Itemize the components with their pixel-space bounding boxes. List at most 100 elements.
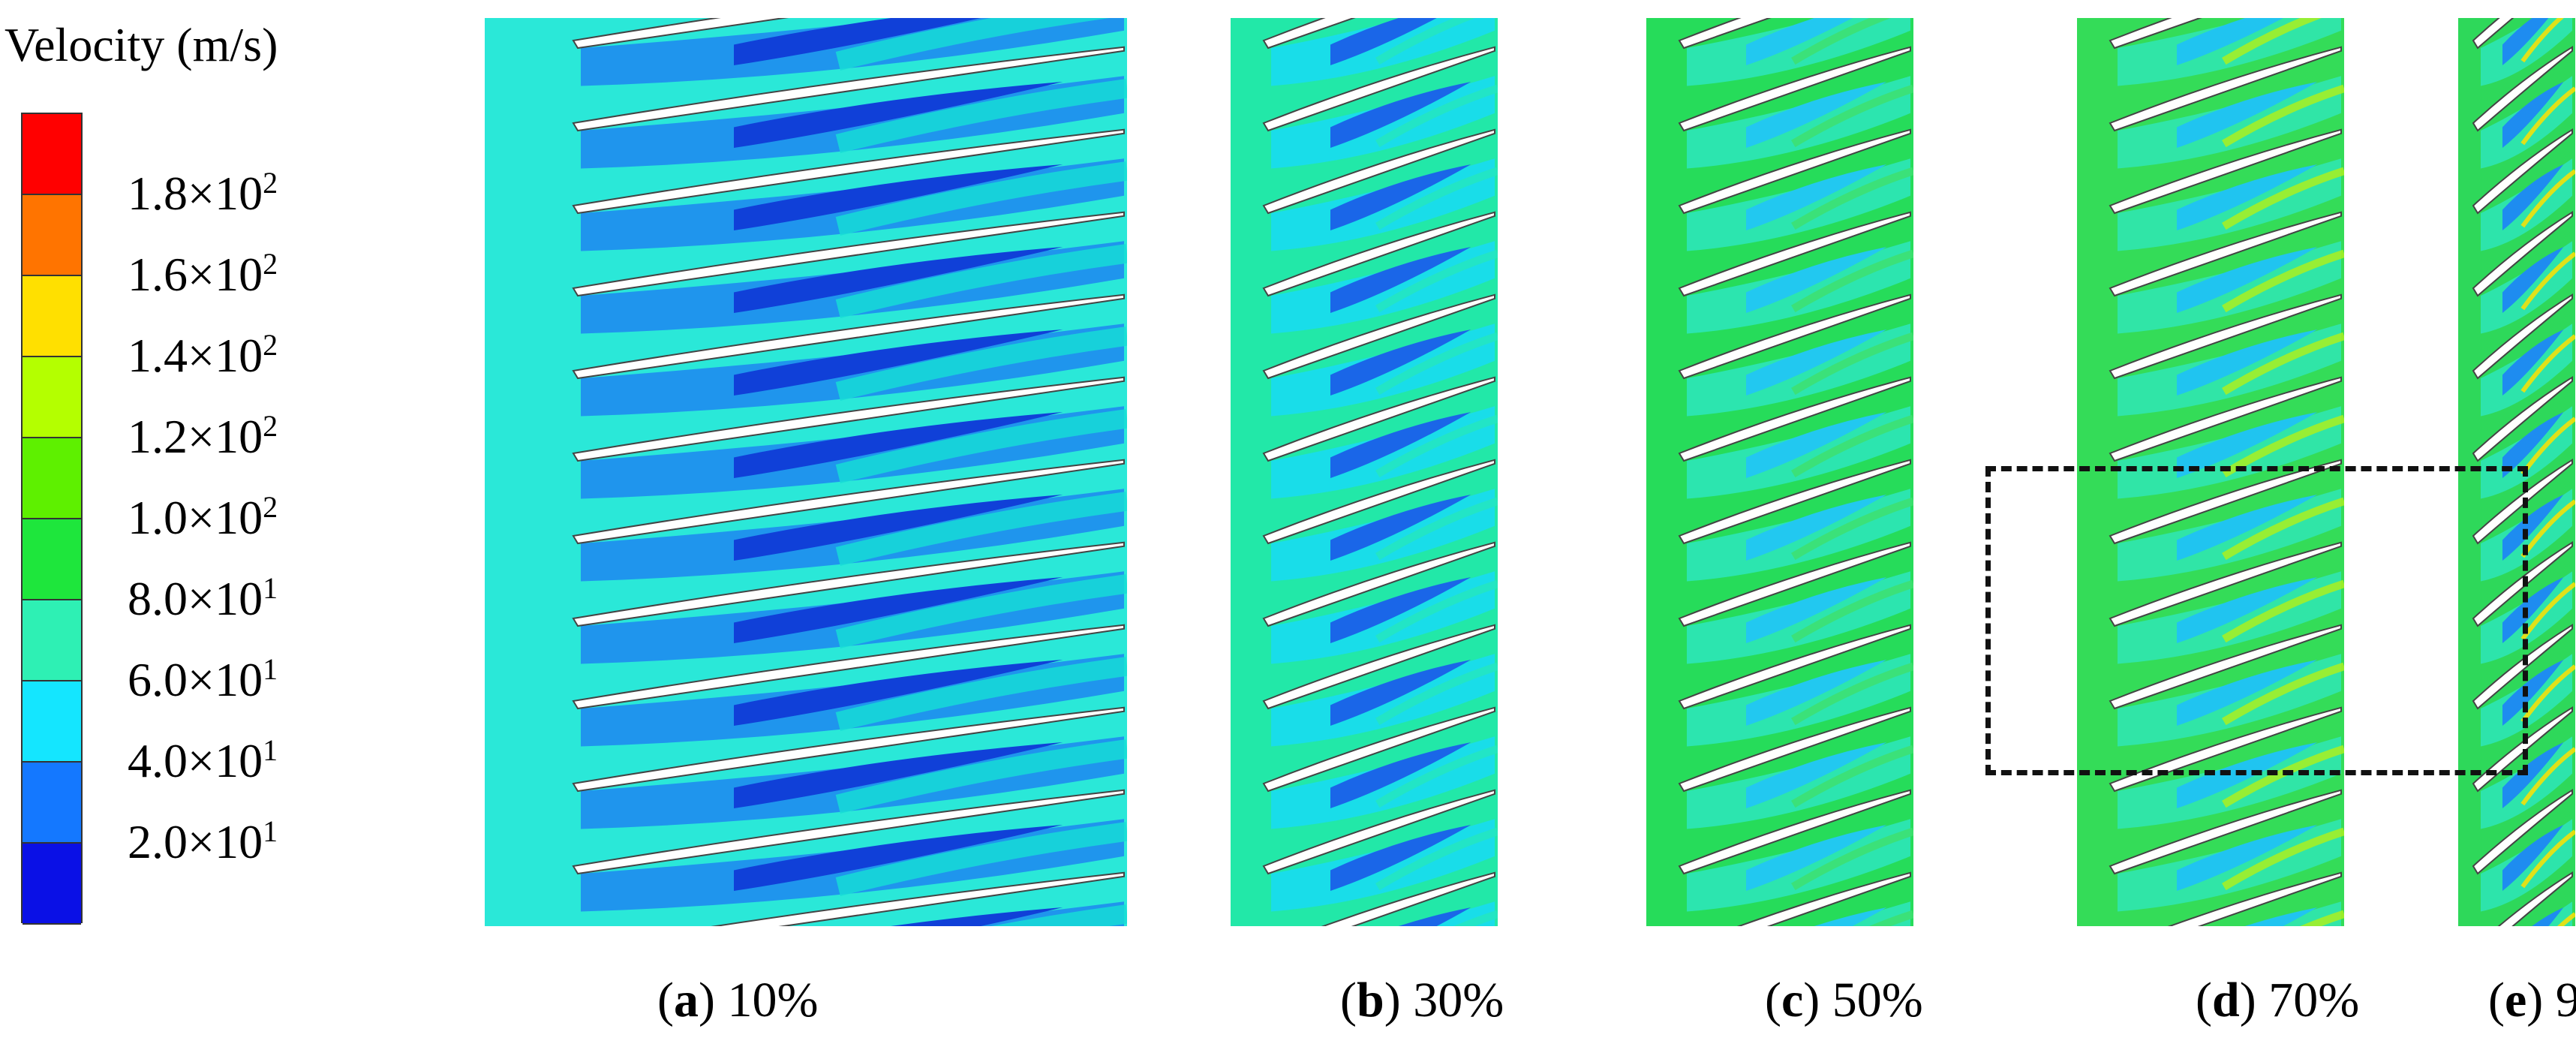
blade-profile (572, 541, 1125, 627)
low-velocity-core (1330, 164, 1471, 230)
panel-caption-c: (c) 50% (1765, 973, 1923, 1027)
low-velocity-core (2502, 495, 2564, 561)
blade-profile (2109, 624, 2342, 710)
colorbar-tick-label: 8.0×101 (128, 571, 278, 625)
blade-profile (2109, 376, 2342, 462)
contour-panel-b (1231, 18, 1498, 926)
low-velocity-core (2502, 825, 2564, 891)
blade-profile (572, 706, 1125, 793)
shear-layer (1791, 249, 1913, 313)
low-velocity-core (1746, 825, 1887, 891)
shear-layer (1791, 414, 1913, 478)
shear-layer (2222, 332, 2344, 396)
shear-layer (1375, 249, 1498, 313)
low-velocity-core (1330, 412, 1471, 478)
colorbar-swatch (23, 600, 81, 681)
blade-profile (2472, 128, 2573, 215)
contour-panel-e (2458, 18, 2575, 926)
low-velocity-core (891, 907, 1063, 926)
shear-layer (835, 79, 1127, 153)
low-velocity-core (1330, 82, 1471, 148)
passage-flow-zone (2535, 901, 2572, 926)
low-velocity-core (1746, 18, 1853, 65)
shear-layer (1453, 910, 1498, 926)
blade-profile (1262, 293, 1495, 380)
low-velocity-core (2177, 577, 2318, 643)
low-velocity-core (734, 164, 1063, 230)
low-velocity-core (1330, 577, 1471, 643)
low-velocity-core (2177, 742, 2318, 808)
blade-profile (2472, 789, 2573, 875)
blade-profile (572, 293, 1125, 380)
shear-layer (2222, 414, 2344, 478)
shear-layer (2520, 251, 2575, 311)
blade-profile (2167, 871, 2342, 926)
shear-layer (835, 326, 1127, 401)
low-velocity-core (734, 247, 1063, 313)
passage-flow-zone (1687, 18, 1910, 86)
highlight-region-box (1985, 466, 2528, 775)
shear-layer (835, 574, 1127, 648)
panel-caption-b: (b) 30% (1340, 973, 1504, 1027)
blade-profile (572, 459, 1125, 545)
blade-profile (1678, 624, 1911, 710)
blade-profile (1262, 624, 1495, 710)
shear-layer (2520, 18, 2564, 63)
passage-flow-zone (2118, 18, 2341, 86)
colorbar-swatch (23, 114, 81, 195)
colorbar-tick-label: 1.4×102 (128, 328, 278, 382)
panel-caption-d: (d) 70% (2196, 973, 2360, 1027)
shear-layer (2300, 910, 2344, 926)
colorbar-swatch (23, 519, 81, 600)
shear-layer (1791, 332, 1913, 396)
low-velocity-core (2502, 329, 2564, 396)
blade-profile (1678, 789, 1911, 875)
low-velocity-core (1330, 18, 1437, 65)
low-velocity-core (1746, 82, 1887, 148)
shear-layer (835, 161, 1127, 236)
low-velocity-core (1746, 742, 1887, 808)
shear-layer (835, 409, 1127, 483)
shear-layer (2222, 579, 2344, 643)
blade-profile (1678, 293, 1911, 380)
shear-layer (1375, 662, 1498, 726)
shear-layer (2520, 664, 2575, 724)
blade-profile (1262, 128, 1495, 215)
blade-profile (1262, 789, 1495, 875)
shear-layer (835, 492, 1127, 566)
contour-plot-a (485, 18, 1127, 926)
blade-profile (2109, 541, 2342, 627)
shear-layer (1375, 497, 1498, 561)
low-velocity-core (1330, 742, 1471, 808)
colorbar-swatch (23, 276, 81, 357)
blade-profile (572, 128, 1125, 215)
low-velocity-core (734, 18, 981, 65)
shear-layer (2520, 582, 2575, 641)
shear-layer (1791, 18, 1891, 65)
low-velocity-core (734, 660, 1063, 726)
blade-profile (2472, 211, 2573, 297)
shear-layer (1375, 84, 1498, 148)
blade-profile (2109, 46, 2342, 132)
low-velocity-core (1746, 412, 1887, 478)
low-velocity-core (2177, 82, 2318, 148)
blade-profile (1262, 46, 1495, 132)
shear-layer (1791, 662, 1913, 726)
shear-layer (2520, 86, 2575, 146)
blade-profile (1678, 459, 1911, 545)
shear-layer (1375, 827, 1498, 891)
shear-layer (2222, 827, 2344, 891)
blade-profile (1262, 211, 1495, 297)
low-velocity-core (2502, 18, 2549, 65)
shear-layer (835, 739, 1127, 814)
shear-layer (1791, 167, 1913, 230)
blade-profile (1262, 706, 1495, 793)
colorbar-swatch (23, 438, 81, 519)
low-velocity-core (1746, 577, 1887, 643)
blade-profile (2472, 18, 2514, 50)
shear-layer (2556, 912, 2575, 926)
low-velocity-core (2177, 247, 2318, 313)
blade-profile (2109, 789, 2342, 875)
low-velocity-core (1814, 907, 1887, 926)
